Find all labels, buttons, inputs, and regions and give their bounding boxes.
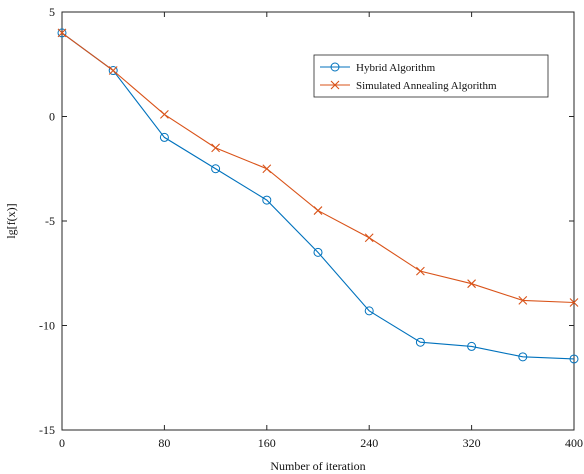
series-line-0 <box>61 32 575 360</box>
x-tick-label: 240 <box>360 436 378 450</box>
x-tick-label: 320 <box>463 436 481 450</box>
data-point-x <box>262 164 272 174</box>
data-point-circle <box>415 337 425 347</box>
y-axis-title: lg[f(x)] <box>4 203 18 238</box>
y-tick-label: -5 <box>45 214 55 228</box>
data-point-x <box>211 143 220 153</box>
data-point-circle <box>262 195 272 205</box>
x-tick-label: 400 <box>565 436 583 450</box>
y-tick-label: -15 <box>39 423 55 437</box>
data-point-x <box>416 266 425 276</box>
axis-ticks: 0 80 160 240 320 400 5 0 -5 -10 -15 <box>39 5 583 450</box>
legend-box <box>313 54 549 98</box>
legend-marker-x-icon <box>330 80 340 90</box>
data-point-circle <box>569 354 579 364</box>
y-tick-label: 5 <box>49 5 55 19</box>
legend-label-sa: Simulated Annealing Algorithm <box>356 80 497 92</box>
data-point-x <box>569 298 579 307</box>
x-tick-label: 0 <box>59 436 65 450</box>
data-point-x <box>57 28 67 38</box>
legend-label-hybrid: Hybrid Algorithm <box>356 62 436 74</box>
x-axis-title: Number of iteration <box>270 459 365 473</box>
series-group <box>57 28 579 364</box>
data-point-x <box>160 110 169 119</box>
data-point-circle <box>313 247 323 257</box>
data-point-circle <box>364 306 374 316</box>
data-point-x <box>108 66 118 75</box>
legend-marker-circle-icon <box>330 62 340 72</box>
data-point-circle <box>211 164 221 174</box>
data-point-x <box>518 296 528 305</box>
x-tick-label: 160 <box>258 436 276 450</box>
y-tick-label: -10 <box>39 319 55 333</box>
data-point-circle <box>467 341 477 351</box>
data-point-circle <box>108 66 118 76</box>
data-point-x <box>313 206 323 215</box>
x-tick-label: 80 <box>158 436 170 450</box>
data-point-x <box>467 279 476 289</box>
y-tick-label: 0 <box>49 110 55 124</box>
data-point-circle <box>57 28 67 38</box>
data-point-circle <box>518 352 528 362</box>
legend: Hybrid Algorithm Simulated Annealing Alg… <box>313 54 549 98</box>
data-point-circle <box>159 132 169 142</box>
data-point-x <box>364 233 374 243</box>
